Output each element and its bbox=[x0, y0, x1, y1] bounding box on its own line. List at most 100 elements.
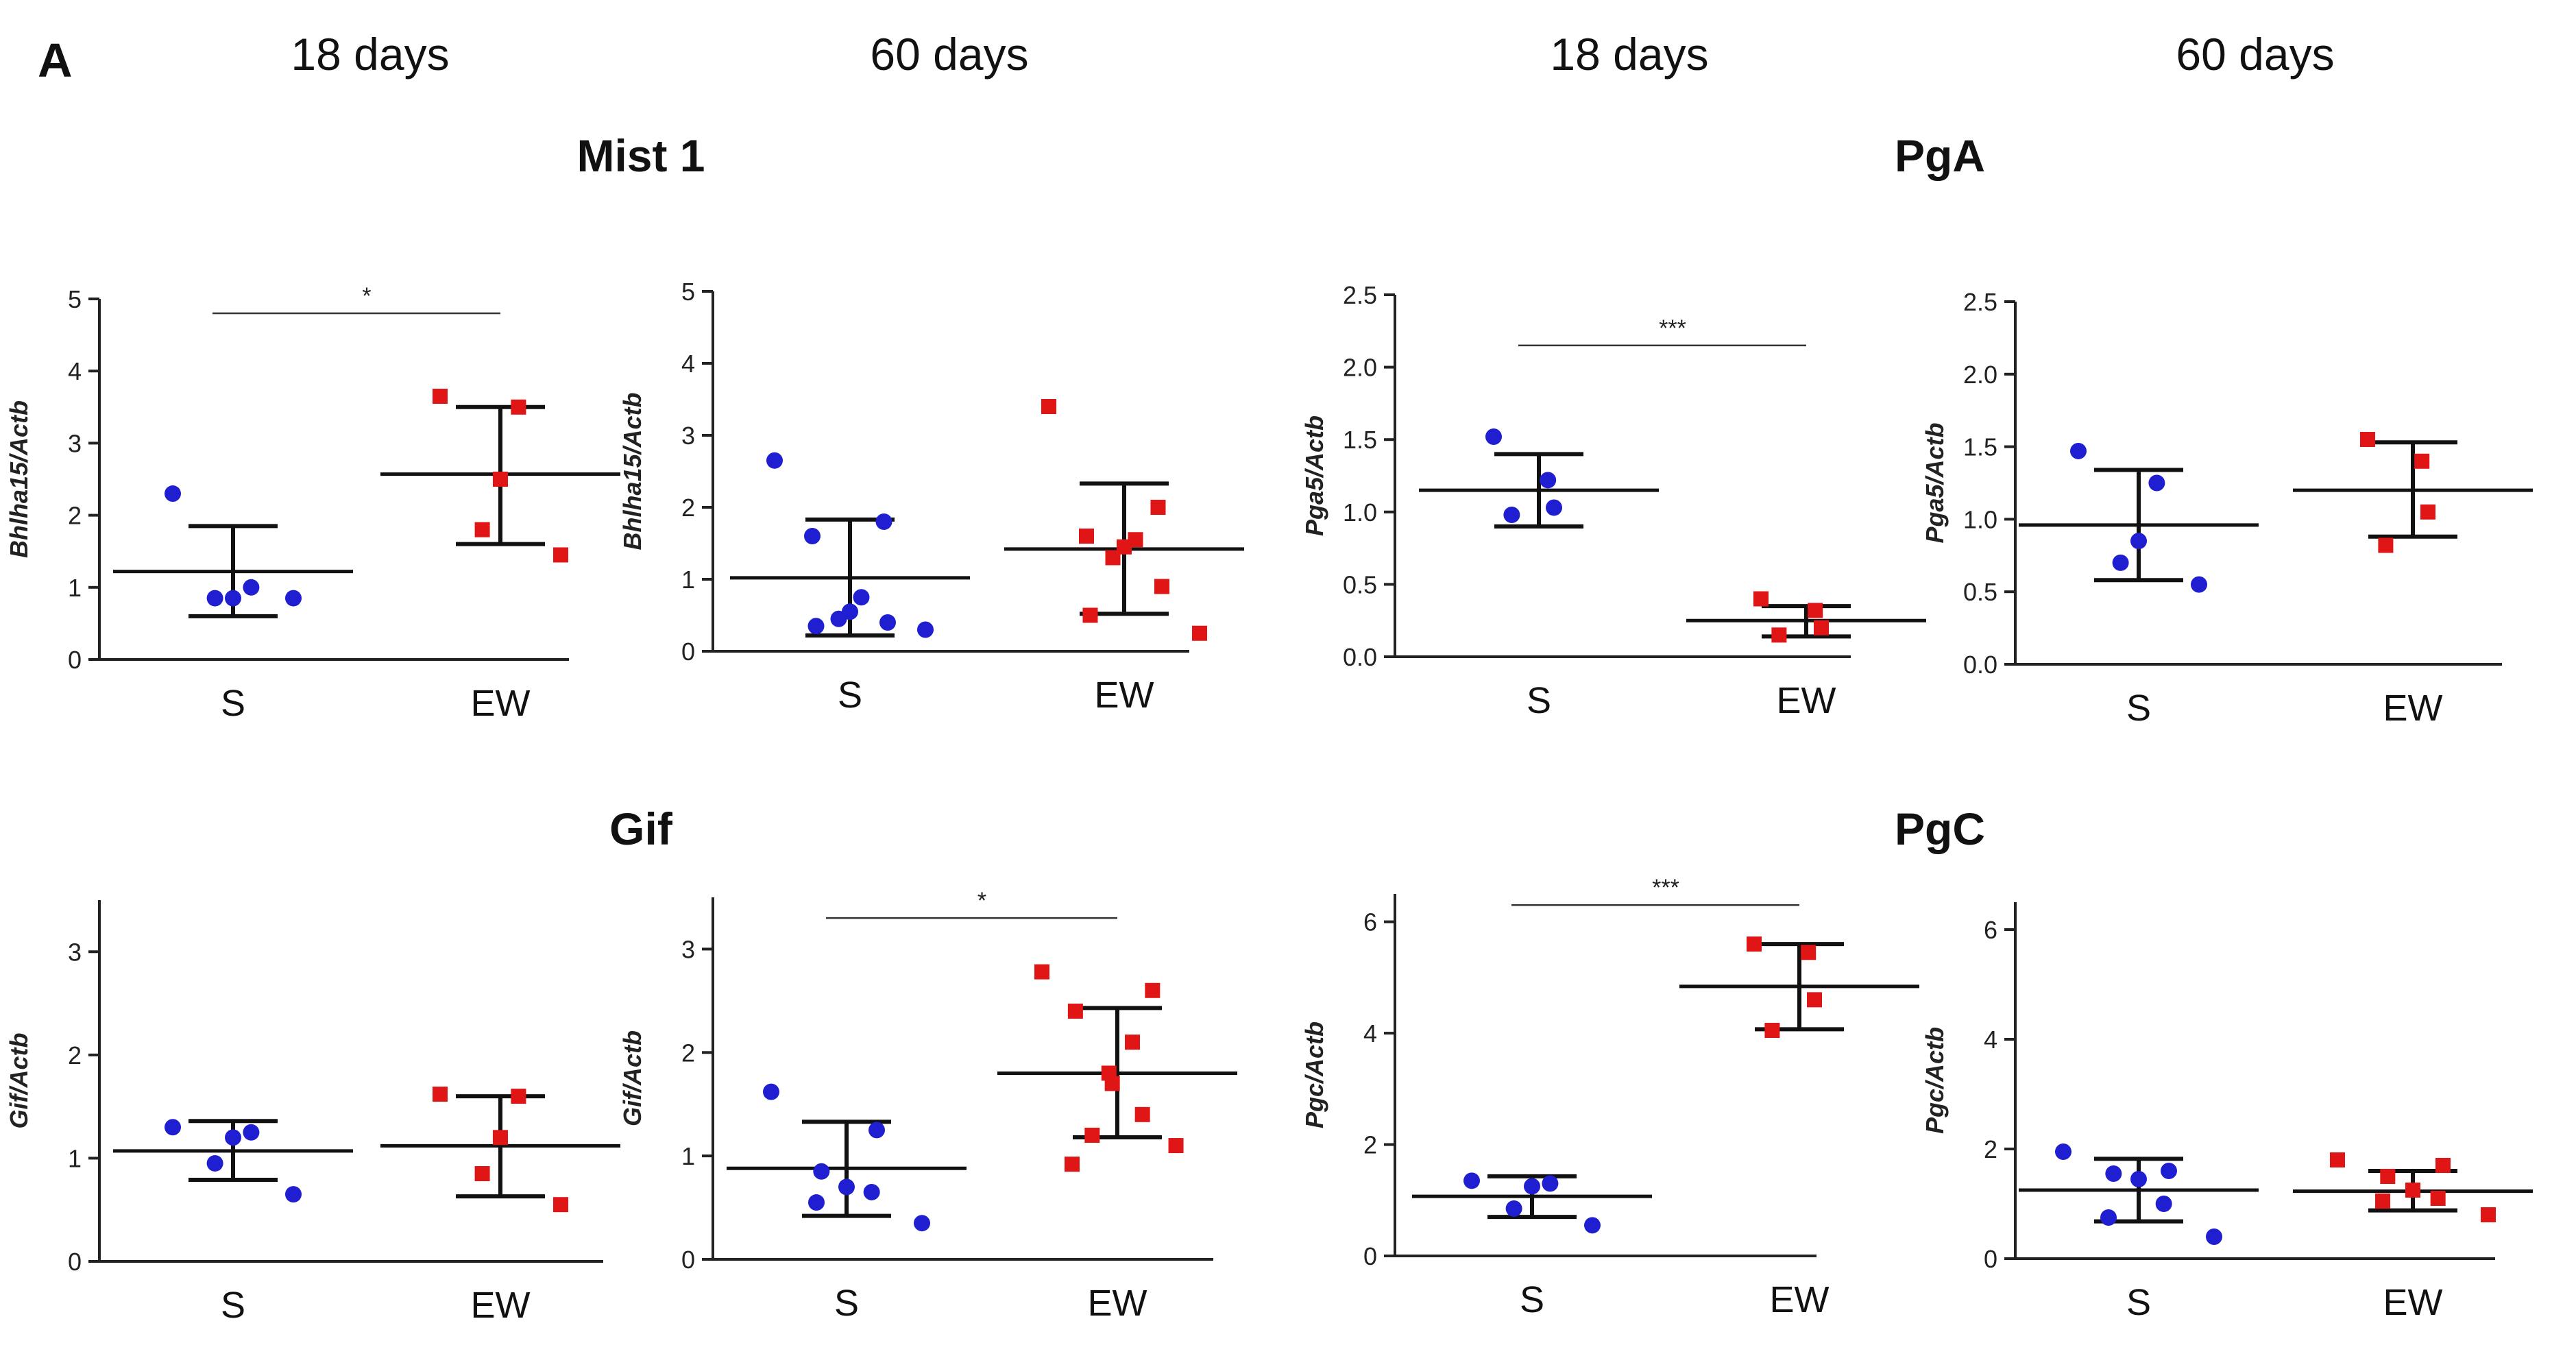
gif-60d-ew-point bbox=[1145, 982, 1161, 998]
pga-60d-s-point bbox=[2112, 554, 2129, 571]
mist1-60d-x-tick-label-ew: EW bbox=[1095, 675, 1154, 716]
mist1-60d-ew-point bbox=[1082, 607, 1098, 623]
mist1-18d-ew-point bbox=[511, 399, 526, 415]
pgc-18d-s-point bbox=[1542, 1175, 1559, 1192]
mist1-18d-y-axis-label: Bhlha15/Actb bbox=[5, 400, 33, 558]
gif-18d-x-tick-label-s: S bbox=[221, 1285, 245, 1326]
mist1-60d-ew-point bbox=[1192, 625, 1207, 641]
mist1-60d-s-point bbox=[879, 614, 896, 631]
gif-18d-ew-point bbox=[511, 1089, 526, 1104]
pga-60d-s-point bbox=[2191, 576, 2207, 593]
gif-60d-y-tick-label: 1 bbox=[681, 1142, 695, 1170]
gif-18d-ew-point bbox=[493, 1130, 508, 1146]
pga-60d-y-tick-label: 1.5 bbox=[1963, 433, 1997, 461]
pgc-18d-y-axis-label: Pgc/Actb bbox=[1300, 1021, 1328, 1128]
pgc-60d-x-tick-label-s: S bbox=[2126, 1282, 2151, 1323]
gene-title-pga: PgA bbox=[1895, 130, 1985, 181]
mist1-18d-y-tick-label: 2 bbox=[68, 502, 82, 530]
mist1-18d-s-point bbox=[206, 590, 223, 607]
mist1-60d-y-tick-label: 4 bbox=[681, 350, 695, 378]
pga-18d-s-point bbox=[1503, 507, 1520, 524]
gene-title-mist1: Mist 1 bbox=[576, 130, 705, 181]
pgc-60d-ew-point bbox=[2481, 1207, 2496, 1222]
gif-18d-y-axis-label: Gif/Actb bbox=[5, 1033, 33, 1129]
mist1-60d-s-point bbox=[807, 618, 825, 635]
pga-60d-y-axis-label: Pga5/Actb bbox=[1921, 422, 1949, 543]
gif-18d-y-tick-label: 0 bbox=[68, 1248, 82, 1276]
pga-18d-y-tick-label: 0.5 bbox=[1343, 570, 1377, 598]
gif-60d-s-point bbox=[863, 1183, 880, 1200]
column-header-4: 60 days bbox=[2176, 29, 2334, 80]
pgc-18d-y-tick-label: 0 bbox=[1363, 1242, 1377, 1270]
pgc-18d-significance-label: *** bbox=[1652, 875, 1679, 901]
pga-18d-y-tick-label: 1.0 bbox=[1343, 498, 1377, 526]
mist1-60d-ew-point bbox=[1079, 529, 1094, 544]
gif-60d-s-point bbox=[808, 1194, 825, 1211]
pgc-60d-ew-point bbox=[2430, 1191, 2446, 1206]
gif-60d-s-point bbox=[838, 1178, 855, 1196]
gif-60d-x-tick-label-ew: EW bbox=[1088, 1283, 1147, 1324]
pga-60d-ew-point bbox=[2378, 537, 2394, 553]
mist1-18d-ew-point bbox=[433, 389, 448, 404]
gif-18d-x-tick-label-ew: EW bbox=[471, 1285, 531, 1326]
gif-18d-s-point bbox=[225, 1129, 241, 1146]
mist1-60d-ew-point bbox=[1150, 500, 1166, 515]
mist1-18d-y-tick-label: 5 bbox=[68, 285, 82, 313]
mist1-60d-s-point bbox=[766, 452, 783, 469]
gif-60d-ew-point bbox=[1168, 1138, 1184, 1154]
pgc-60d-s-point bbox=[2055, 1143, 2071, 1160]
pga-18d-significance-label: *** bbox=[1659, 315, 1686, 341]
pgc-60d-s-point bbox=[2105, 1165, 2122, 1182]
pgc-60d-ew-point bbox=[2375, 1194, 2390, 1209]
mist1-60d-y-tick-label: 5 bbox=[681, 278, 695, 306]
mist1-60d-ew-point bbox=[1041, 399, 1056, 414]
mist1-60d-y-tick-label: 1 bbox=[681, 566, 695, 594]
gif-18d-ew-point bbox=[474, 1166, 490, 1182]
pgc-18d-s-point bbox=[1463, 1172, 1480, 1189]
gif-60d-x-tick-label-s: S bbox=[834, 1283, 859, 1324]
pga-60d-y-tick-label: 2.5 bbox=[1963, 288, 1997, 316]
gif-60d-ew-point bbox=[1125, 1034, 1140, 1050]
pga-60d-s-point bbox=[2130, 533, 2147, 550]
mist1-60d-s-point bbox=[853, 589, 870, 606]
column-header-2: 60 days bbox=[870, 29, 1028, 80]
gif-60d-ew-point bbox=[1104, 1076, 1120, 1091]
gif-60d-y-tick-label: 2 bbox=[681, 1039, 695, 1067]
gif-60d-ew-point bbox=[1067, 1003, 1083, 1019]
pgc-60d-s-point bbox=[2130, 1171, 2147, 1187]
pgc-60d-s-point bbox=[2206, 1228, 2222, 1245]
pga-60d-x-tick-label-s: S bbox=[2126, 688, 2151, 729]
gif-60d-y-tick-label: 3 bbox=[681, 935, 695, 963]
pgc-18d-x-tick-label-ew: EW bbox=[1770, 1279, 1830, 1320]
gif-18d-s-point bbox=[243, 1124, 260, 1141]
pga-18d-y-tick-label: 2.0 bbox=[1343, 354, 1377, 382]
pgc-18d-s-point bbox=[1505, 1200, 1522, 1217]
gif-18d-y-tick-label: 3 bbox=[68, 938, 82, 966]
pgc-18d-x-tick-label-s: S bbox=[1520, 1279, 1544, 1320]
mist1-18d-ew-point bbox=[493, 472, 508, 487]
mist1-60d-s-point bbox=[804, 528, 821, 544]
pgc-60d-s-point bbox=[2100, 1209, 2117, 1226]
mist1-60d-y-tick-label: 0 bbox=[681, 638, 695, 666]
gif-60d-s-point bbox=[813, 1163, 830, 1180]
pgc-18d-ew-point bbox=[1801, 945, 1816, 960]
mist1-18d-s-point bbox=[243, 579, 260, 596]
pga-18d-s-point bbox=[1485, 428, 1502, 445]
pgc-18d-ew-point bbox=[1747, 936, 1762, 952]
pga-60d-s-point bbox=[2148, 474, 2165, 492]
pga-60d-y-tick-label: 0.5 bbox=[1963, 578, 1997, 606]
pgc-60d-y-tick-label: 6 bbox=[1984, 916, 1997, 944]
mist1-18d-y-tick-label: 3 bbox=[68, 429, 82, 457]
pgc-18d-s-point bbox=[1524, 1178, 1540, 1195]
pga-18d-ew-point bbox=[1771, 627, 1787, 643]
pgc-60d-y-tick-label: 4 bbox=[1984, 1026, 1997, 1054]
pga-60d-x-tick-label-ew: EW bbox=[2383, 688, 2443, 729]
pgc-18d-y-tick-label: 4 bbox=[1363, 1019, 1377, 1048]
gif-18d-y-tick-label: 1 bbox=[68, 1144, 82, 1172]
gif-18d-s-point bbox=[165, 1119, 181, 1136]
pgc-18d-y-tick-label: 6 bbox=[1363, 908, 1377, 936]
pgc-60d-s-point bbox=[2161, 1163, 2177, 1179]
pga-18d-y-axis-label: Pga5/Actb bbox=[1300, 415, 1328, 536]
pgc-60d-x-tick-label-ew: EW bbox=[2383, 1282, 2443, 1323]
